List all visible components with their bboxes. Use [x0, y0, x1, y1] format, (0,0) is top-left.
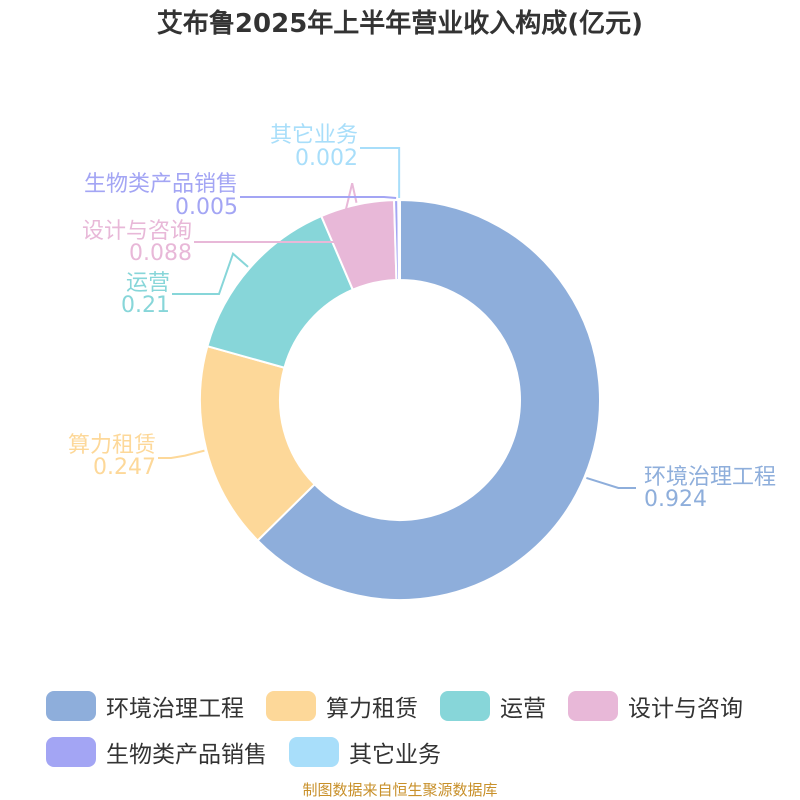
- legend-swatch: [440, 691, 490, 721]
- legend-item-bio-products[interactable]: 生物类产品销售: [46, 735, 267, 769]
- legend-item-environment[interactable]: 环境治理工程: [46, 689, 244, 723]
- legend-item-operation[interactable]: 运营: [440, 689, 546, 723]
- legend-label: 其它业务: [349, 742, 441, 768]
- slice-name-label: 算力租赁: [68, 433, 156, 458]
- slice-value-label: 0.005: [175, 195, 238, 220]
- chart-title: 艾布鲁2025年上半年营业收入构成(亿元): [157, 8, 643, 39]
- legend-label: 环境治理工程: [106, 696, 244, 722]
- legend-swatch: [266, 691, 316, 721]
- legend-item-compute-leasing[interactable]: 算力租赁: [266, 689, 418, 723]
- slice-value-label: 0.088: [129, 241, 192, 266]
- leader-line: [158, 449, 205, 459]
- slice-name-label: 设计与咨询: [82, 219, 192, 244]
- legend-swatch: [46, 691, 96, 721]
- legend: 环境治理工程 算力租赁 运营 设计与咨询 生物类产品销售 其它业务: [46, 688, 766, 780]
- slice-name-label: 环境治理工程: [644, 465, 776, 490]
- slice-name-label: 其它业务: [270, 123, 358, 148]
- source-note: 制图数据来自恒生聚源数据库: [302, 781, 498, 799]
- slice-name-label: 运营: [126, 271, 170, 296]
- leader-line: [172, 251, 249, 295]
- leader-line: [586, 476, 636, 489]
- slice-value-label: 0.002: [295, 146, 358, 171]
- legend-row-2: 生物类产品销售 其它业务: [46, 734, 766, 770]
- legend-swatch: [46, 737, 96, 767]
- legend-label: 运营: [500, 696, 546, 722]
- legend-item-other-business[interactable]: 其它业务: [289, 735, 441, 769]
- legend-label: 设计与咨询: [628, 696, 743, 722]
- legend-label: 生物类产品销售: [106, 742, 267, 768]
- leader-lines-layer: [158, 147, 636, 489]
- leader-line: [240, 196, 397, 200]
- leader-line: [194, 182, 358, 243]
- legend-swatch: [289, 737, 339, 767]
- leader-line: [360, 147, 401, 199]
- donut-slice[interactable]: [397, 198, 401, 282]
- slice-value-label: 0.924: [644, 487, 707, 512]
- legend-swatch: [568, 691, 618, 721]
- legend-label: 算力租赁: [326, 696, 418, 722]
- slice-value-label: 0.247: [93, 455, 156, 480]
- legend-item-design-consulting[interactable]: 设计与咨询: [568, 689, 743, 723]
- legend-row-1: 环境治理工程 算力租赁 运营 设计与咨询: [46, 688, 766, 724]
- slices-layer: [199, 198, 601, 601]
- slice-value-label: 0.21: [121, 293, 170, 318]
- slice-name-label: 生物类产品销售: [84, 172, 238, 197]
- donut-slice[interactable]: [256, 198, 601, 601]
